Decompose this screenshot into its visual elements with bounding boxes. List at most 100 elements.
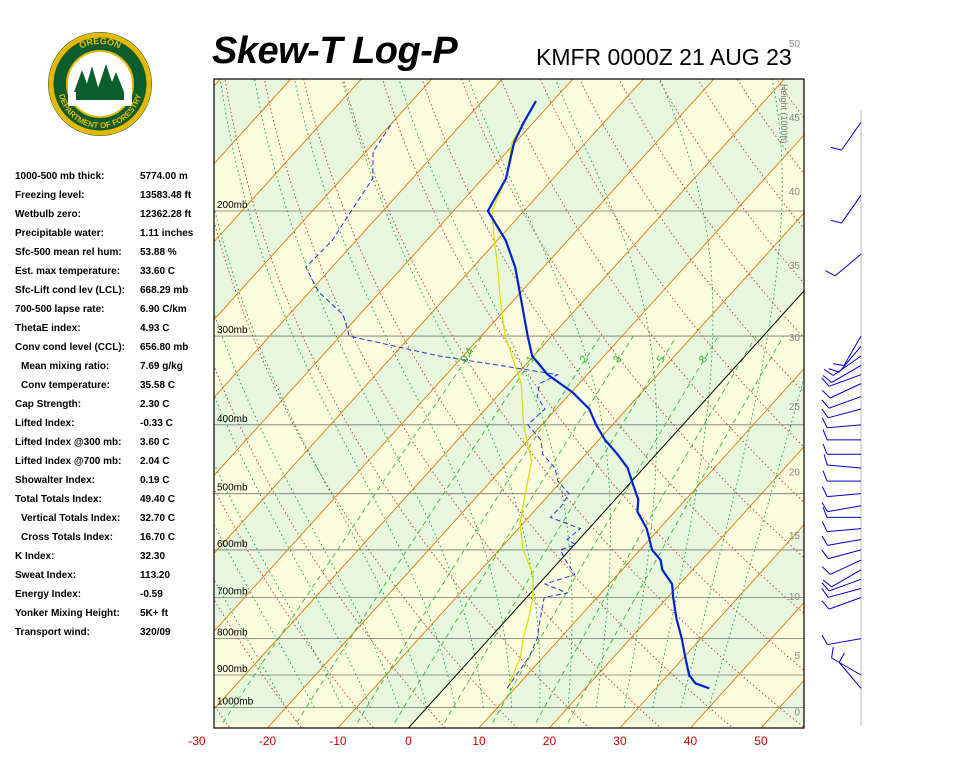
mixing-ratio-line [222,335,483,723]
index-label: Total Totals Index: [15,494,102,505]
index-value: 1.11 inches [140,228,194,239]
isotherm-line [214,79,785,710]
index-value: 5K+ ft [140,608,169,619]
pressure-label: 300mb [217,325,248,336]
wind-barb [825,253,862,277]
dry-adiabat [861,0,960,737]
wind-barb-feather [822,429,828,441]
moist-adiabat [254,79,484,708]
height-tick-label: 30 [789,333,801,344]
wind-barb [821,408,862,419]
index-row: 700-500 lapse rate: 6.90 C/km [15,300,215,319]
dry-adiabat [214,220,518,728]
wind-barb-shaft [828,578,862,592]
temperature-trace [486,100,710,690]
mixing-ratio-line [394,335,634,723]
wind-barb-shaft [828,596,862,610]
mixing-ratio-line [444,335,677,723]
x-tick-label: 40 [684,734,698,748]
wind-barb-feather [821,566,831,575]
index-row: Mean mixing ratio: 7.69 g/kg [15,357,215,376]
index-label: Est. max temperature: [15,266,121,277]
wind-barb-shaft [843,335,862,366]
wind-barb-shaft [828,408,862,419]
index-value: 656.80 mb [140,342,189,353]
index-value: 13583.48 ft [140,190,192,201]
wind-barb [821,521,862,533]
index-row: Lifted Index @700 mb: 2.04 C [15,452,215,471]
index-row: Conv cond level (CCL): 656.80 mb [15,338,215,357]
index-row: Lifted Index: -0.33 C [15,414,215,433]
x-tick-label: 30 [613,734,627,748]
index-row: Precipitable water: 1.11 inches [15,224,215,243]
index-value: 12362.28 ft [140,209,192,220]
index-row: Freezing level: 13583.48 ft [15,186,215,205]
dry-adiabat [825,0,960,737]
wind-barb-feather [825,270,836,277]
wind-barb [821,549,862,560]
dewpoint-trace [305,122,582,689]
wind-barb-feather [821,600,830,610]
wind-barb [822,470,861,482]
wind-barb-shaft [827,424,862,429]
index-value: -0.33 C [140,418,173,429]
wind-barb-feather [821,549,829,560]
wind-barb-shaft [841,121,862,151]
x-tick-label: -10 [329,734,347,748]
wind-barb-shaft [829,383,862,399]
wind-barb [821,578,862,592]
wind-barb [821,501,862,513]
wind-barb [831,647,862,676]
index-label: Sfc-500 mean rel hum: [15,247,122,258]
index-value: 32.70 C [140,513,176,524]
isotherm-line [214,79,644,555]
mixing-ratio-line [296,335,548,723]
dry-adiabat [539,79,804,448]
pressure-label: 900mb [217,664,248,675]
index-value: 53.88 % [140,247,177,258]
wind-barb [821,486,862,498]
wind-barb [823,454,862,469]
height-tick-label: 15 [789,531,801,542]
dry-adiabat [342,79,804,728]
svg-text:OREGON: OREGON [78,36,123,51]
mixing-ratio-label: 5 [655,354,668,365]
wind-barb-shaft [831,365,862,383]
pressure-label: 700mb [217,586,248,597]
wind-barb-feather [823,368,834,376]
x-tick-label: 0 [405,734,412,748]
wind-barb-shaft [828,396,862,409]
mixing-ratio-line [492,335,719,723]
wind-barb-shaft [827,464,862,469]
index-value: 32.30 [140,551,166,562]
index-value: 16.70 C [140,532,176,543]
index-label: Sfc-Lift cond lev (LCL): [15,285,125,296]
wind-barb [822,443,861,455]
wind-barb-shaft [828,549,862,560]
chart-title: Skew-T Log-P [212,30,458,72]
index-label: Energy Index: [15,589,82,600]
isotherm-line [619,523,804,728]
wind-barb-feather [838,652,845,663]
isotherm-line [266,134,804,728]
wind-barb [822,569,862,588]
dry-adiabat [789,0,960,737]
wind-barb-shaft [827,638,862,646]
index-label: 700-500 lapse rate: [15,304,105,315]
index-label: 1000-500 mb thick: [15,171,105,182]
index-label: Conv temperature: [21,380,110,391]
wind-barb-shaft [827,493,862,498]
wind-barb-feather [822,443,828,455]
index-label: Transport wind: [15,627,90,638]
mixing-ratio-line [356,335,601,723]
index-label: Cross Totals Index: [21,532,114,543]
wind-barb-feather [821,535,828,546]
isotherm-line [337,212,804,728]
wind-barb-shaft [831,657,862,676]
wind-barb-shaft [827,538,862,546]
station-time-label: KMFR 0000Z 21 AUG 23 [536,44,792,70]
wind-barb-feather [823,454,828,466]
wind-barb-feather [821,408,829,419]
wind-barb-feather [830,146,842,151]
